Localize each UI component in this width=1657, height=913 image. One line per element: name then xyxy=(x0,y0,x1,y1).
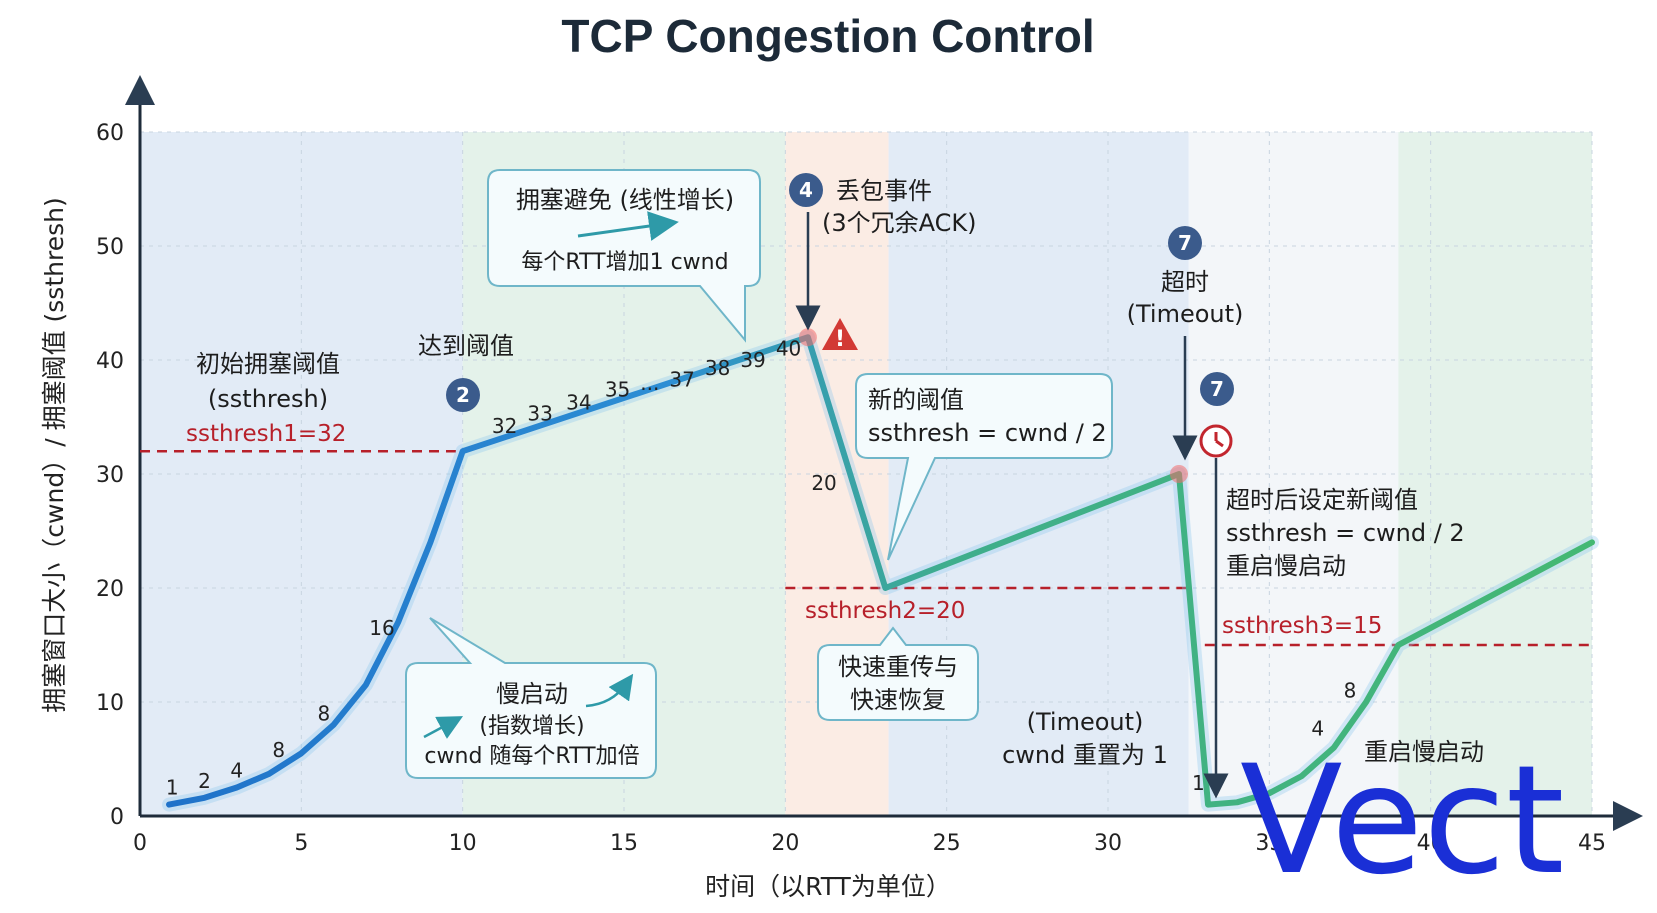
point-label-9: 35 xyxy=(605,378,630,402)
point-label-14: 40 xyxy=(776,337,801,361)
badge-7-text: 7 xyxy=(1178,231,1192,255)
congestion-avoidance-callout: 拥塞避免 (线性增长) 每个RTT增加1 cwnd xyxy=(487,169,761,343)
restart-slow-start-label: 重启慢启动 xyxy=(1364,738,1484,766)
x-tick-15: 15 xyxy=(610,831,638,856)
fast-recovery-line2: 快速恢复 xyxy=(850,686,946,714)
point-label-12: 38 xyxy=(705,356,730,380)
threshold-label-1: ssthresh1=32 xyxy=(186,421,346,447)
x-tick-25: 25 xyxy=(933,831,961,856)
new-threshold-callout: 新的阈值 ssthresh = cwnd / 2 xyxy=(855,373,1113,561)
loss-event-title: 丢包事件 xyxy=(836,177,932,205)
point-label-15: 20 xyxy=(811,471,836,495)
new-threshold-formula: ssthresh = cwnd / 2 xyxy=(868,419,1107,447)
slow-start-sub: (指数增长) xyxy=(479,714,584,739)
reach-threshold-label: 达到阈值 xyxy=(418,332,514,360)
timeout-reset-line2: cwnd 重置为 1 xyxy=(1002,741,1168,769)
slow-start-desc: cwnd 随每个RTT加倍 xyxy=(424,744,639,769)
y-tick-20: 20 xyxy=(96,577,124,602)
point-label-5: 16 xyxy=(369,616,394,640)
congestion-avoidance-desc: 每个RTT增加1 cwnd xyxy=(521,250,728,275)
x-axis-label: 时间（以RTT为单位） xyxy=(705,872,951,901)
watermark: Vect xyxy=(1240,734,1565,908)
y-tick-30: 30 xyxy=(96,463,124,488)
badge-2-text: 2 xyxy=(456,383,470,407)
point-label-11: 37 xyxy=(669,367,694,391)
congestion-avoidance-title: 拥塞避免 (线性增长) xyxy=(516,186,734,214)
loss-event-annotation: 4 丢包事件 (3个冗余ACK) ! xyxy=(789,173,977,352)
point-label-18: 8 xyxy=(1344,679,1357,703)
chart-title: TCP Congestion Control xyxy=(561,10,1094,62)
badge-7b-text: 7 xyxy=(1210,377,1224,401)
threshold-label-3: ssthresh3=15 xyxy=(1222,613,1382,639)
y-tick-10: 10 xyxy=(96,691,124,716)
timeout-annotation: 7 超时 (Timeout) 7 xyxy=(1127,226,1244,799)
slow-start-callout: 慢启动 (指数增长) cwnd 随每个RTT加倍 xyxy=(405,617,657,779)
x-tick-30: 30 xyxy=(1094,831,1122,856)
y-tick-0: 0 xyxy=(110,805,124,830)
peak-marker-0 xyxy=(798,328,817,347)
y-tick-40: 40 xyxy=(96,349,124,374)
point-label-7: 33 xyxy=(527,402,552,426)
axes xyxy=(125,75,1643,831)
warning-icon: ! xyxy=(822,318,858,352)
timeout-title: 超时 xyxy=(1161,268,1209,296)
x-tick-5: 5 xyxy=(294,831,308,856)
threshold-label-2: ssthresh2=20 xyxy=(805,598,965,624)
point-label-3: 8 xyxy=(272,738,285,762)
x-tick-40: 40 xyxy=(1417,831,1445,856)
point-label-17: 4 xyxy=(1311,716,1324,740)
peak-marker-1 xyxy=(1169,465,1188,483)
x-tick-45: 45 xyxy=(1578,831,1606,856)
fast-recovery-callout: 快速重传与 快速恢复 xyxy=(817,626,979,721)
y-tick-60: 60 xyxy=(96,121,124,146)
point-label-1: 2 xyxy=(198,769,211,793)
after-timeout-line3: 重启慢启动 xyxy=(1226,552,1346,580)
loss-event-sub: (3个冗余ACK) xyxy=(822,209,977,237)
exponential-icon xyxy=(585,673,634,708)
x-tick-0: 0 xyxy=(133,831,147,856)
initial-threshold-title: 初始拥塞阈值 xyxy=(196,350,340,378)
point-label-10: ... xyxy=(640,371,659,395)
timeout-reset-line1: (Timeout) xyxy=(1027,708,1144,736)
initial-threshold-sub: (ssthresh) xyxy=(208,385,328,413)
timeout-sub: (Timeout) xyxy=(1127,300,1244,328)
y-ticks: 0 10 20 30 40 50 60 xyxy=(96,121,124,830)
x-tick-10: 10 xyxy=(449,831,477,856)
cwnd-series xyxy=(162,328,1599,812)
clock-icon xyxy=(1199,424,1233,458)
point-label-6: 32 xyxy=(492,414,517,438)
x-ticks: 0 5 10 15 20 25 30 35 40 45 xyxy=(133,831,1606,856)
fast-recovery-line1: 快速重传与 xyxy=(838,653,958,681)
after-timeout-line1: 超时后设定新阈值 xyxy=(1226,486,1418,514)
slow-start-title: 慢启动 xyxy=(496,680,568,708)
point-label-16: 1 xyxy=(1192,771,1205,795)
grid-lines xyxy=(140,131,1593,816)
point-label-4: 8 xyxy=(318,702,331,726)
point-label-0: 1 xyxy=(166,776,179,800)
badge-2: 2 xyxy=(446,378,480,412)
point-label-2: 4 xyxy=(230,759,243,783)
point-label-13: 39 xyxy=(740,348,765,372)
after-timeout-line2: ssthresh = cwnd / 2 xyxy=(1226,519,1465,547)
y-axis-label: 拥塞窗口大小（cwnd）/ 拥塞阈值 (ssthresh) xyxy=(40,197,69,712)
point-label-8: 34 xyxy=(566,390,591,414)
badge-4-text: 4 xyxy=(799,178,813,202)
x-tick-20: 20 xyxy=(771,831,799,856)
x-tick-35: 35 xyxy=(1255,831,1283,856)
svg-text:!: ! xyxy=(835,327,845,352)
threshold-lines: ssthresh1=32 ssthresh2=20 ssthresh3=15 xyxy=(140,421,1592,647)
y-tick-50: 50 xyxy=(96,235,124,260)
new-threshold-title: 新的阈值 xyxy=(868,386,964,414)
